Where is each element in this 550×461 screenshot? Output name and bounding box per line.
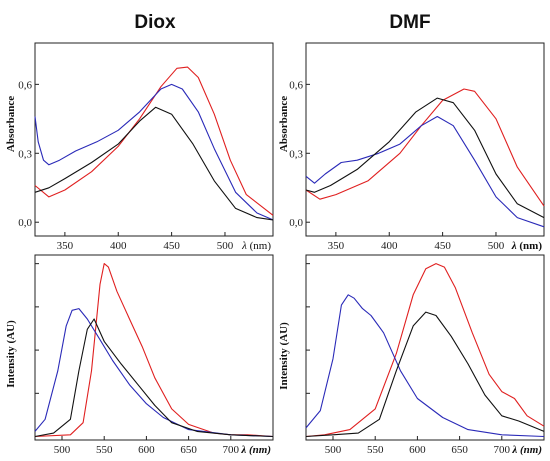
x-tick-label: 550 xyxy=(367,444,384,456)
x-tick-label: 650 xyxy=(180,444,197,456)
series-line-black xyxy=(34,318,274,438)
plot-frame xyxy=(34,42,274,237)
series-line-red xyxy=(34,66,274,216)
y-tick-label: 0,0 xyxy=(289,217,303,229)
series-line-blue xyxy=(34,83,274,221)
x-tick-label: 500 xyxy=(54,444,71,456)
panel-emission-dmf: 500 550 600 650 700 Intensity (AU) λ (nm) xyxy=(278,254,545,456)
x-tick-label: 450 xyxy=(163,240,180,252)
series-line-black xyxy=(305,97,545,219)
column-title-diox: Diox xyxy=(134,12,176,33)
x-axis-label: λ (nm) xyxy=(511,240,543,252)
y-axis-label: Intensity (AU) xyxy=(5,320,17,388)
series-line-black xyxy=(34,106,274,221)
y-axis-label: Absorbance xyxy=(278,96,290,152)
x-tick-label: 400 xyxy=(381,240,398,252)
x-tick-label: 550 xyxy=(96,444,113,456)
x-tick-label: 600 xyxy=(409,444,426,456)
y-axis-label: Intensity (AU) xyxy=(278,322,290,390)
x-tick-label: 350 xyxy=(328,240,345,252)
x-tick-label: 400 xyxy=(110,240,127,252)
x-axis-label: λ (nm) xyxy=(511,444,542,456)
y-axis-label: Absorbance xyxy=(5,96,17,152)
x-axis-label: λ (nm) xyxy=(241,240,271,252)
plot-frame xyxy=(305,254,545,441)
series-line-blue xyxy=(305,294,545,438)
y-tick-label: 0,0 xyxy=(18,217,32,229)
x-tick-label: 500 xyxy=(217,240,234,252)
x-tick-label: 650 xyxy=(451,444,468,456)
x-tick-label: 600 xyxy=(138,444,155,456)
column-title-dmf: DMF xyxy=(389,12,430,33)
series-line-black xyxy=(305,311,545,438)
plot-frame xyxy=(34,254,274,441)
x-tick-label: 700 xyxy=(223,444,240,456)
panel-emission-diox: 500 550 600 650 700 Intensity (AU) λ (nm) xyxy=(5,254,274,456)
y-tick-label: 0,6 xyxy=(18,79,32,91)
x-tick-label: 500 xyxy=(488,240,505,252)
x-axis-label: λ (nm) xyxy=(240,444,271,456)
x-tick-label: 700 xyxy=(494,444,511,456)
series-line-red xyxy=(305,263,545,438)
y-tick-label: 0,3 xyxy=(18,148,32,160)
series-line-red xyxy=(305,88,545,207)
x-tick-label: 350 xyxy=(57,240,74,252)
x-tick-label: 500 xyxy=(325,444,342,456)
plot-frame xyxy=(305,42,545,237)
series-line-blue xyxy=(305,115,545,228)
panel-absorbance-dmf: 350 400 450 500 0,0 0,3 0,6 Absorbance λ (nm) xyxy=(278,42,545,252)
y-tick-label: 0,6 xyxy=(289,79,303,91)
y-tick-label: 0,3 xyxy=(289,148,303,160)
x-tick-label: 450 xyxy=(434,240,451,252)
